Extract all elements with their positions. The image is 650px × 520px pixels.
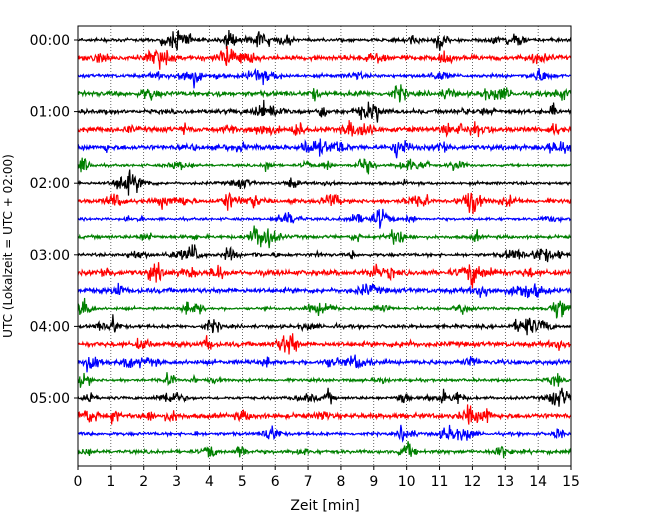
x-axis-label: Zeit [min] — [290, 498, 359, 514]
trace-20 — [77, 387, 572, 407]
trace-1 — [77, 45, 572, 70]
seismogram-traces — [77, 29, 572, 459]
y-tick-label: 05:00 — [30, 391, 70, 407]
trace-13 — [77, 262, 572, 289]
x-tick-label: 12 — [463, 474, 481, 490]
trace-14 — [77, 282, 572, 299]
y-axis-ticks: 00:00 01:00 02:00 03:00 04:00 05:00 — [30, 33, 78, 407]
x-axis-ticks: 0 1 2 3 4 5 6 7 8 9 10 11 12 13 14 15 — [74, 466, 580, 490]
y-tick-label: 01:00 — [30, 105, 70, 121]
trace-16 — [77, 314, 572, 336]
trace-0 — [77, 29, 572, 51]
plot-frame — [77, 25, 572, 467]
x-tick-label: 15 — [562, 474, 580, 490]
trace-5 — [77, 120, 572, 138]
x-tick-label: 14 — [529, 474, 547, 490]
trace-8 — [77, 169, 572, 196]
x-tick-label: 1 — [106, 474, 115, 490]
trace-22 — [77, 424, 572, 443]
x-tick-label: 13 — [496, 474, 514, 490]
trace-18 — [77, 354, 572, 373]
x-tick-label: 11 — [431, 474, 449, 490]
x-tick-label: 8 — [336, 474, 345, 490]
x-tick-label: 2 — [139, 474, 148, 490]
y-tick-label: 00:00 — [30, 33, 70, 49]
trace-19 — [77, 372, 572, 388]
trace-2 — [77, 67, 572, 89]
trace-4 — [77, 99, 572, 123]
trace-23 — [77, 441, 572, 459]
trace-21 — [77, 404, 572, 425]
x-tick-label: 5 — [238, 474, 247, 490]
x-tick-label: 3 — [172, 474, 181, 490]
y-axis-label: UTC (Lokalzeit = UTC + 02:00) — [1, 154, 15, 338]
trace-12 — [77, 244, 572, 263]
y-tick-label: 02:00 — [30, 176, 70, 192]
y-tick-label: 04:00 — [30, 319, 70, 335]
x-tick-label: 7 — [304, 474, 313, 490]
x-tick-label: 0 — [74, 474, 83, 490]
x-tick-label: 6 — [271, 474, 280, 490]
x-tick-label: 9 — [369, 474, 378, 490]
trace-7 — [77, 157, 572, 175]
trace-6 — [77, 138, 572, 159]
x-tick-label: 4 — [205, 474, 214, 490]
trace-10 — [77, 208, 572, 229]
trace-17 — [77, 333, 572, 355]
y-tick-label: 03:00 — [30, 248, 70, 264]
trace-9 — [77, 191, 572, 215]
trace-11 — [77, 225, 572, 249]
x-tick-label: 10 — [398, 474, 416, 490]
trace-3 — [77, 84, 572, 103]
trace-15 — [77, 297, 572, 319]
